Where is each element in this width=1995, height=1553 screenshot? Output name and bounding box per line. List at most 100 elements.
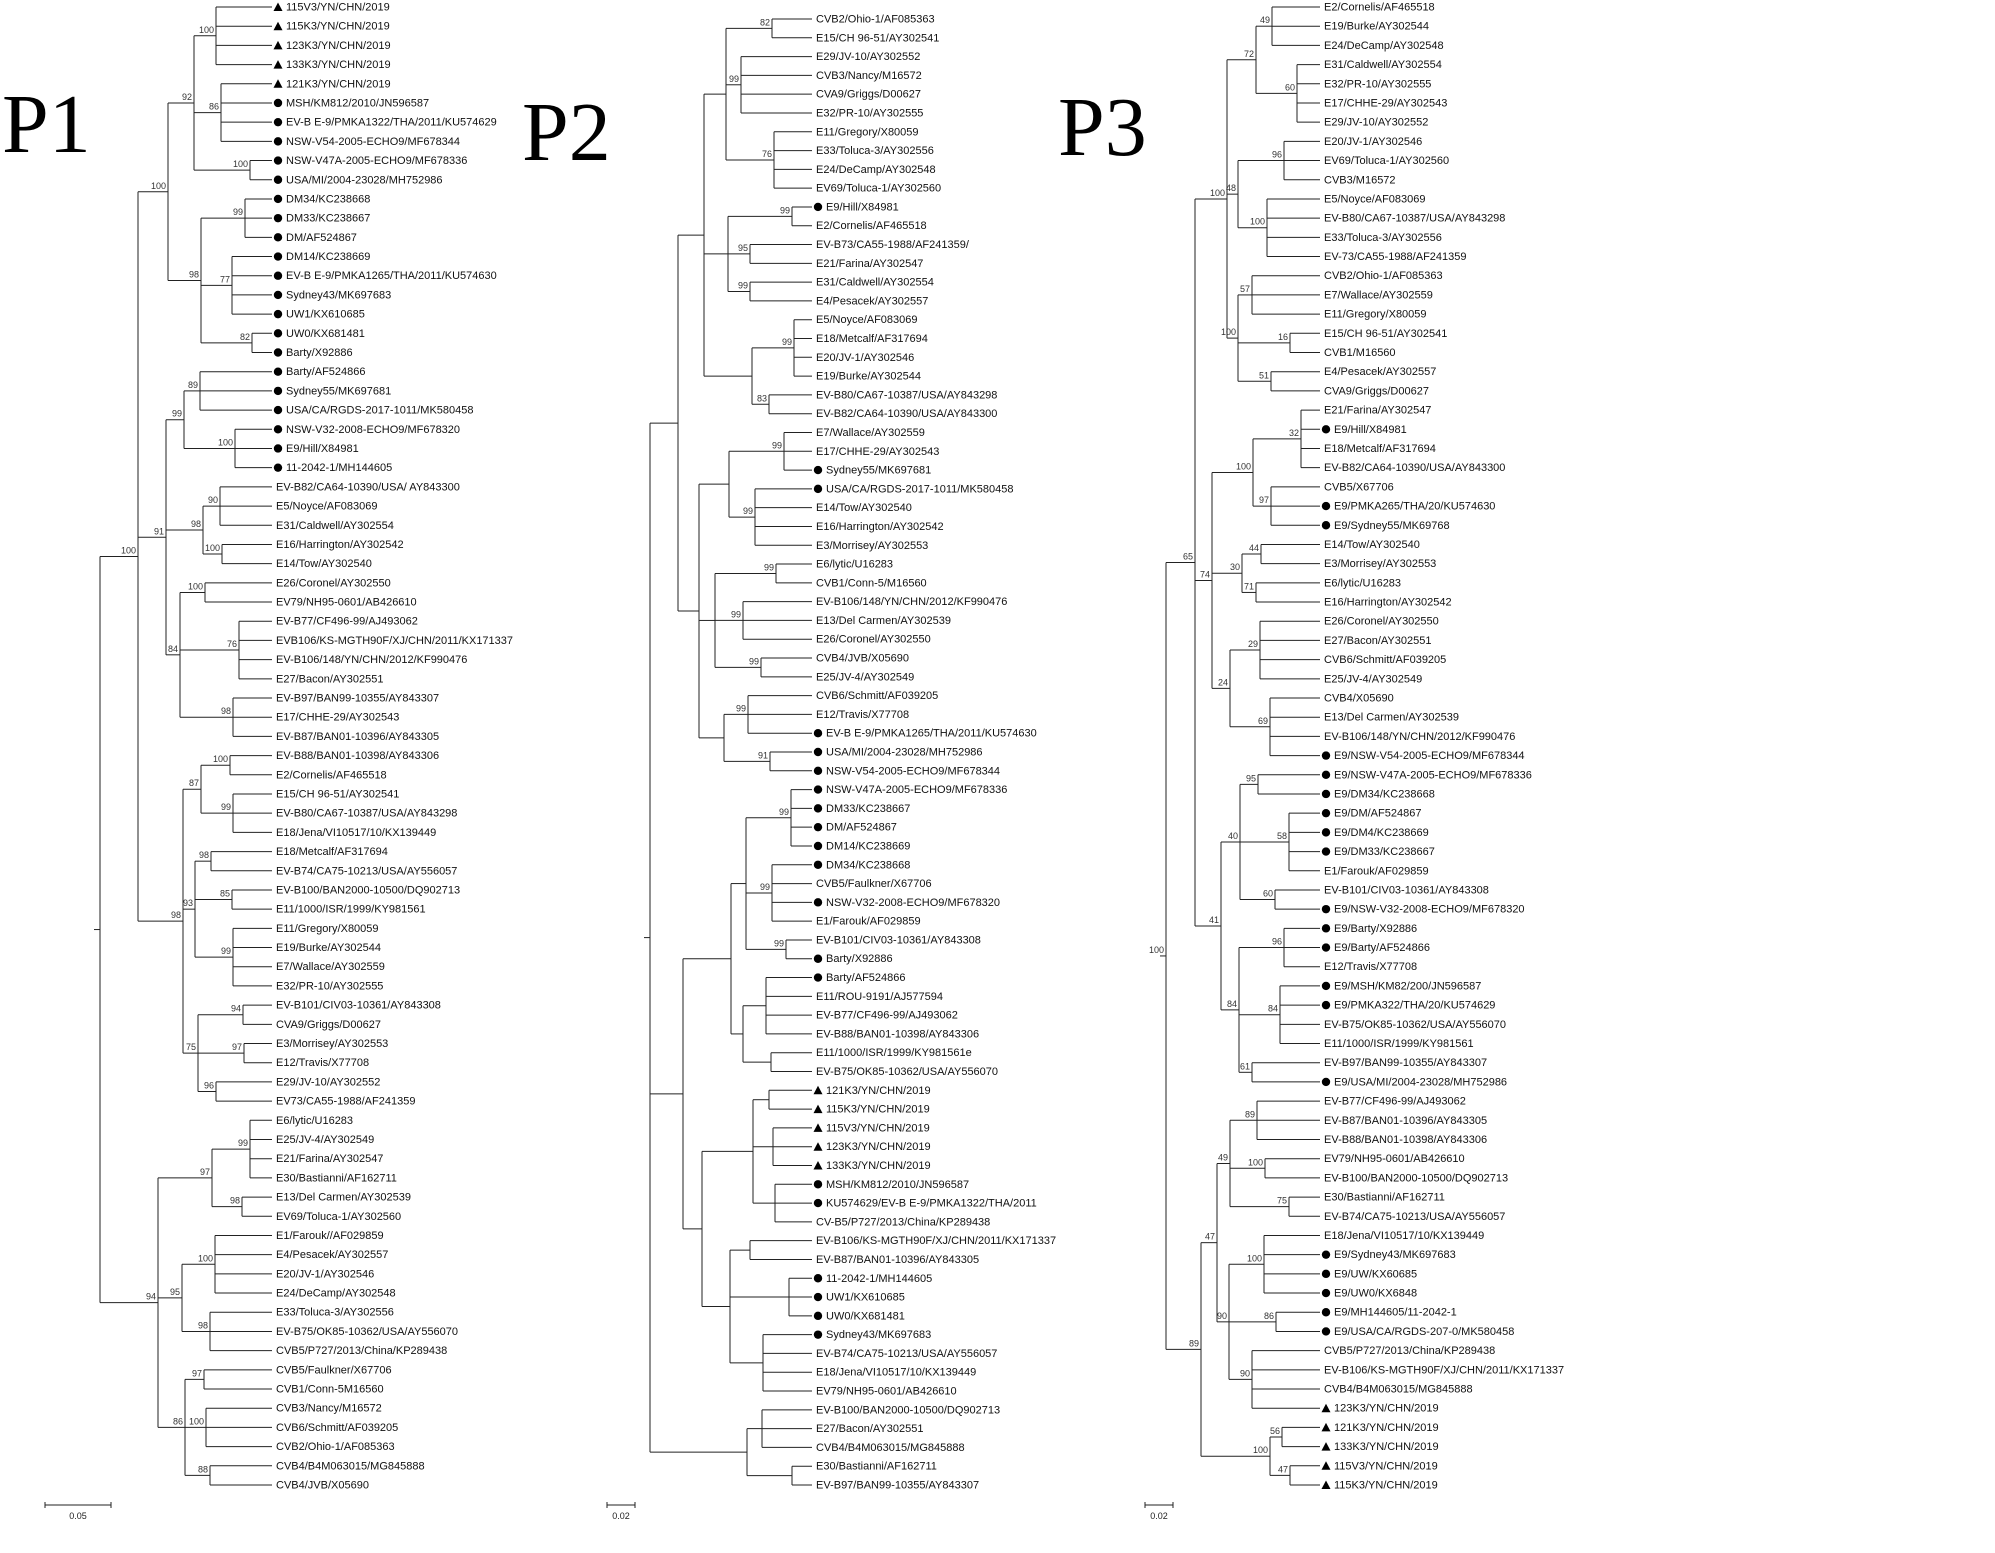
study-triangle-marker [1321,1461,1331,1470]
bootstrap-value: 86 [173,1416,183,1426]
leaf-label: E16/Harrington/AY302542 [816,521,944,533]
sample-circle-marker [1321,904,1331,914]
sample-circle-marker [813,785,823,794]
leaf-label: EV-B82/CA64-10390/USA/AY843300 [1324,462,1505,474]
sample-circle-marker [1321,1250,1331,1259]
leaf-label: EV79/NH95-0601/AB426610 [1324,1153,1465,1165]
leaf-label: E5/Noyce/AF083069 [1324,193,1426,205]
leaf-label: NSW-V54-2005-ECHO9/MF678344 [286,136,460,148]
bootstrap-value: 99 [233,207,243,217]
bootstrap-value: 57 [1240,284,1250,294]
bootstrap-value: 99 [736,703,746,713]
sample-circle-marker [813,1330,823,1339]
leaf-label: Sydney43/MK697683 [286,289,391,301]
leaf-label: E9/Hill/X84981 [826,201,899,213]
leaf-label: CVB1/Conn-5/M16560 [816,577,927,589]
sample-circle-marker [813,822,823,832]
leaf-label: E30/Bastianni/AF162711 [276,1172,397,1184]
leaf-label: E9/NSW-V47A-2005-ECHO9/MF678336 [1334,769,1532,781]
bootstrap-value: 99 [749,656,759,666]
leaf-label: EV73/CA55-1988/AF241359 [276,1096,415,1108]
bootstrap-value: 100 [1247,1253,1262,1263]
leaf-label: Sydney55/MK697681 [826,465,931,477]
leaf-label: 133K3/YN/CHN/2019 [826,1160,931,1172]
leaf-label: E19/Burke/AY302544 [1324,21,1429,33]
leaf-label: E9/UW/KX60685 [1334,1268,1417,1280]
leaf-label: E18/Metcalf/AF317694 [816,333,928,345]
leaf-label: E9/MH144605/11-2042-1 [1334,1307,1457,1319]
leaf-label: EV-B106/148/YN/CHN/2012/KF990476 [1324,731,1515,743]
bootstrap-value: 97 [200,1167,210,1177]
leaf-label: E25/JV-4/AY302549 [816,671,914,683]
leaf-label: E33/Toluca-3/AY302556 [276,1307,394,1319]
leaf-label: Sydney55/MK697681 [286,385,391,397]
leaf-label: E1/Farouk/AF029859 [816,916,921,928]
study-triangle-marker [1321,1442,1331,1451]
leaf-label: E19/Burke/AY302544 [816,371,921,383]
leaf-label: E32/PR-10/AY302555 [276,980,383,992]
bootstrap-value: 41 [1209,915,1219,925]
bootstrap-value: 84 [1268,1004,1278,1014]
leaf-label: EV-B88/BAN01-10398/AY843306 [816,1028,979,1040]
sample-circle-marker [1321,1288,1331,1298]
sample-circle-marker [813,484,823,494]
sample-circle-marker [813,747,823,757]
sample-circle-marker [1321,847,1331,856]
study-triangle-marker [273,40,283,50]
bootstrap-value: 99 [760,882,770,892]
leaf-label: E11/1000/ISR/1999/KY981561 [276,904,426,916]
leaf-label: 115V3/YN/CHN/2019 [1334,1460,1438,1472]
leaf-label: E20/JV-1/AY302546 [1324,136,1422,148]
sample-circle-marker [1321,808,1331,818]
bootstrap-value: 84 [168,644,178,654]
leaf-label: CVB5/X67706 [1324,481,1394,493]
bootstrap-value: 98 [198,1320,208,1330]
bootstrap-value: 32 [1289,428,1299,438]
bootstrap-value: 47 [1205,1232,1215,1242]
leaf-label: CVB4/B4M063015/MG845888 [816,1442,965,1454]
leaf-label: EV-B80/CA67-10387/USA/AY843298 [1324,213,1505,225]
leaf-label: NSW-V54-2005-ECHO9/MF678344 [826,765,1000,777]
leaf-label: E31/Caldwell/AY302554 [276,520,394,532]
sample-circle-marker [273,252,283,261]
leaf-label: E9/Hill/X84981 [286,443,359,455]
leaf-label: USA/MI/2004-23028/MH752986 [286,174,443,186]
leaf-label: E9/Barty/AF524866 [1334,942,1430,954]
sample-circle-marker [1321,1077,1331,1087]
leaf-label: EV-B82/CA64-10390/USA/AY843300 [816,408,997,420]
leaf-label: E9/Hill/X84981 [1334,424,1407,436]
bootstrap-value: 90 [1240,1368,1250,1378]
sample-circle-marker [1321,924,1331,933]
study-triangle-marker [273,79,283,88]
leaf-label: CVB4/JVB/X05690 [276,1480,369,1492]
bootstrap-value: 100 [233,159,248,169]
sample-circle-marker [273,386,283,396]
leaf-label: E27/Bacon/AY302551 [276,673,383,685]
study-triangle-marker [813,1104,823,1114]
bootstrap-value: 58 [1277,831,1287,841]
bootstrap-value: 91 [154,526,164,536]
leaf-label: 121K3/YN/CHN/2019 [1334,1422,1439,1434]
bootstrap-value: 72 [1244,49,1254,59]
sample-circle-marker [273,348,283,357]
leaf-label: EV-B100/BAN2000-10500/DQ902713 [816,1404,1000,1416]
bootstrap-value: 97 [1259,495,1269,505]
bootstrap-value: 100 [1221,327,1236,337]
bootstrap-value: 92 [182,92,192,102]
leaf-label: EV-B106/148/YN/CHN/2012/KF990476 [816,596,1007,608]
panel-label-p3: P3 [1058,81,1147,174]
leaf-label: EV-B82/CA64-10390/USA/ AY843300 [276,481,460,493]
leaf-label: E14/Tow/AY302540 [1324,539,1420,551]
sample-circle-marker [273,463,283,472]
leaf-label: E32/PR-10/AY302555 [1324,78,1431,90]
bootstrap-value: 85 [220,889,230,899]
bootstrap-value: 29 [1248,639,1258,649]
leaf-label: E13/Del Carmen/AY302539 [816,615,951,627]
sample-circle-marker [813,898,823,907]
leaf-label: E7/Wallace/AY302559 [276,961,385,973]
leaf-label: 123K3/YN/CHN/2019 [826,1141,931,1153]
bootstrap-value: 100 [1253,1445,1268,1455]
leaf-label: EV-B101/CIV03-10361/AY843308 [276,1000,441,1012]
bootstrap-value: 71 [1244,581,1254,591]
bootstrap-value: 98 [199,850,209,860]
